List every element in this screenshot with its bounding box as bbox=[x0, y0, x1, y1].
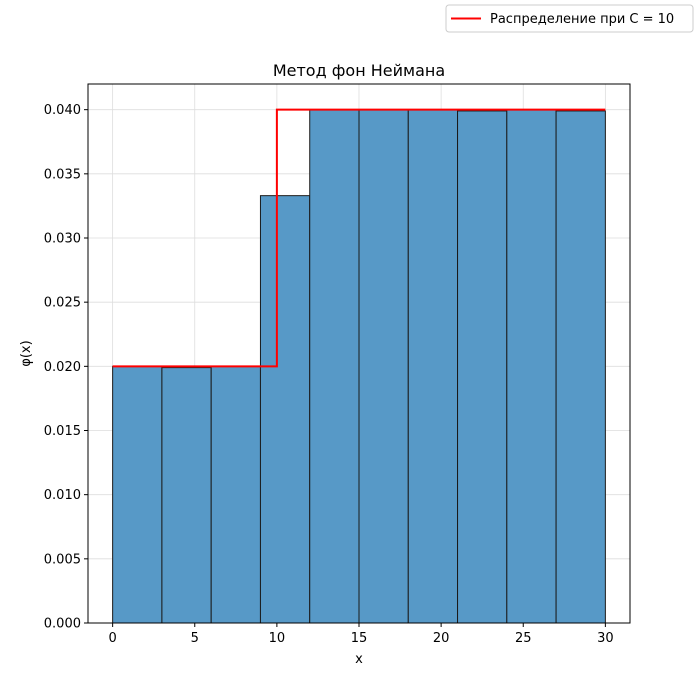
histogram-bar bbox=[506, 109, 557, 624]
series-lines bbox=[112, 108, 606, 368]
x-tick-label: 25 bbox=[515, 631, 532, 646]
histogram-bar bbox=[555, 110, 606, 624]
y-tick-label: 0.000 bbox=[44, 617, 81, 632]
y-tick-label: 0.015 bbox=[44, 424, 81, 439]
y-tick-label: 0.005 bbox=[44, 552, 81, 567]
x-tick-label: 10 bbox=[269, 631, 286, 646]
histogram-bar bbox=[457, 110, 508, 624]
y-tick-label: 0.040 bbox=[44, 103, 81, 118]
histogram-bar bbox=[259, 195, 311, 624]
y-tick-label: 0.010 bbox=[44, 488, 81, 503]
legend: Распределение при C = 10 bbox=[445, 4, 694, 33]
x-axis-ticks: 0 5 10 15 20 25 30 bbox=[108, 623, 614, 646]
distribution-step-line bbox=[112, 108, 606, 368]
chart-title: Метод фон Неймана bbox=[273, 61, 445, 80]
x-tick-label: 30 bbox=[597, 631, 614, 646]
y-tick-label: 0.035 bbox=[44, 167, 81, 182]
x-tick-label: 0 bbox=[108, 631, 116, 646]
x-axis-label: x bbox=[355, 652, 363, 667]
histogram-bar bbox=[309, 109, 360, 624]
x-tick-label: 5 bbox=[191, 631, 199, 646]
y-tick-label: 0.020 bbox=[44, 360, 81, 375]
x-tick-label: 15 bbox=[351, 631, 368, 646]
histogram-bar bbox=[407, 109, 459, 624]
y-tick-label: 0.030 bbox=[44, 232, 81, 247]
legend-box bbox=[445, 4, 694, 33]
x-tick-label: 20 bbox=[433, 631, 450, 646]
histogram-bar bbox=[161, 367, 212, 624]
histogram-bar bbox=[210, 365, 261, 624]
y-tick-label: 0.025 bbox=[44, 296, 81, 311]
histogram-bar bbox=[112, 365, 163, 624]
y-axis-ticks: 0.000 0.005 0.010 0.015 0.020 0.025 0.030 0.035… bbox=[44, 103, 88, 632]
histogram-bar bbox=[358, 109, 409, 624]
y-axis-label: φ(x) bbox=[19, 340, 34, 366]
legend-label: Распределение при C = 10 bbox=[490, 12, 674, 27]
